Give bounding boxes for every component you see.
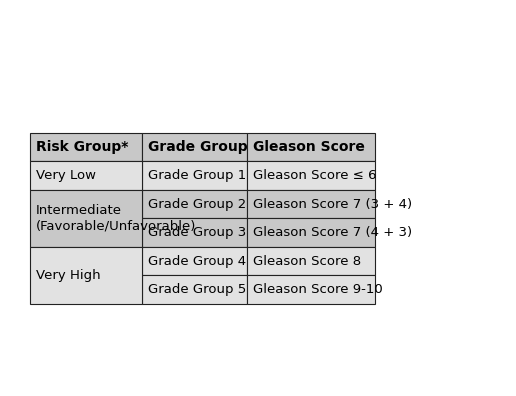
FancyBboxPatch shape [29, 190, 142, 247]
Text: Gleason Score ≤ 6: Gleason Score ≤ 6 [253, 169, 376, 182]
FancyBboxPatch shape [247, 247, 375, 276]
FancyBboxPatch shape [29, 162, 142, 190]
FancyBboxPatch shape [142, 190, 247, 219]
FancyBboxPatch shape [142, 162, 247, 190]
Text: Gleason Score 7 (4 + 3): Gleason Score 7 (4 + 3) [253, 226, 412, 239]
Text: Grade Group 1: Grade Group 1 [148, 169, 247, 182]
FancyBboxPatch shape [247, 219, 375, 247]
FancyBboxPatch shape [247, 276, 375, 304]
FancyBboxPatch shape [29, 133, 142, 162]
FancyBboxPatch shape [247, 162, 375, 190]
Text: Grade Group: Grade Group [148, 140, 248, 154]
FancyBboxPatch shape [142, 276, 247, 304]
Text: Grade Group 5: Grade Group 5 [148, 283, 247, 296]
Text: Grade Group 4: Grade Group 4 [148, 255, 246, 268]
FancyBboxPatch shape [247, 190, 375, 219]
Text: Risk Group*: Risk Group* [36, 140, 128, 154]
Text: Grade Group 2: Grade Group 2 [148, 198, 247, 211]
FancyBboxPatch shape [29, 247, 142, 304]
Text: Very Low: Very Low [36, 169, 96, 182]
Text: Grade Group 3: Grade Group 3 [148, 226, 247, 239]
FancyBboxPatch shape [247, 133, 375, 162]
FancyBboxPatch shape [142, 247, 247, 276]
Text: Gleason Score: Gleason Score [253, 140, 365, 154]
Text: Very High: Very High [36, 269, 101, 282]
Text: Intermediate
(Favorable/Unfavorable): Intermediate (Favorable/Unfavorable) [36, 204, 196, 233]
Text: Gleason Score 8: Gleason Score 8 [253, 255, 361, 268]
Text: Gleason Score 9-10: Gleason Score 9-10 [253, 283, 382, 296]
FancyBboxPatch shape [142, 219, 247, 247]
FancyBboxPatch shape [142, 133, 247, 162]
Text: Gleason Score 7 (3 + 4): Gleason Score 7 (3 + 4) [253, 198, 412, 211]
